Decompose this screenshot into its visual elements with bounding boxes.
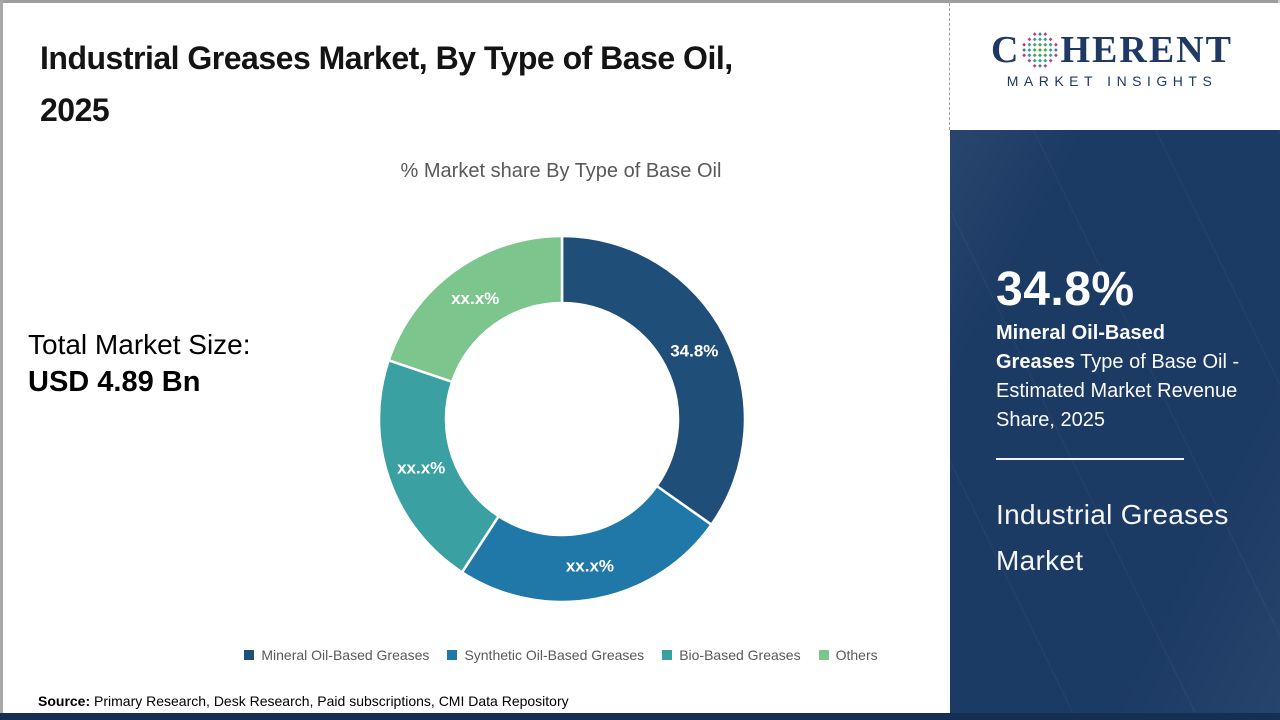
- slice-label-4: xx.x%: [451, 289, 499, 308]
- total-market-size-label: Total Market Size:: [28, 329, 251, 360]
- legend-label: Others: [835, 647, 878, 663]
- brand-letter-c: C: [991, 29, 1021, 71]
- panel-divider: [996, 458, 1184, 460]
- brand-wordmark: C HERENT: [962, 30, 1262, 70]
- source-text: Primary Research, Desk Research, Paid su…: [90, 693, 569, 709]
- donut-segment-1: [560, 234, 747, 526]
- source-line: Source: Primary Research, Desk Research,…: [38, 693, 569, 709]
- legend-swatch-icon: [244, 650, 255, 660]
- legend-swatch-icon: [447, 650, 458, 660]
- legend-label: Bio-Based Greases: [679, 647, 801, 663]
- legend-label: Mineral Oil-Based Greases: [261, 647, 430, 663]
- stat-description-bold: Mineral Oil-Based Greases: [996, 322, 1165, 373]
- legend-item-3: Bio-Based Greases: [662, 647, 801, 663]
- chart-legend: Mineral Oil-Based Greases Synthetic Oil-B…: [61, 647, 1061, 663]
- donut-segment-4: [387, 234, 564, 384]
- source-label: Source:: [38, 693, 91, 709]
- legend-item-4: Others: [818, 647, 878, 663]
- top-border: [0, 0, 1280, 3]
- page-title-line1: Industrial Greases Market, By Type of Ba…: [40, 40, 733, 76]
- slice-label-3: xx.x%: [397, 459, 445, 478]
- page-title-line2: 2025: [40, 92, 110, 128]
- legend-item-2: Synthetic Oil-Based Greases: [447, 647, 644, 663]
- stat-value: 34.8%: [996, 263, 1135, 316]
- brand-tagline: MARKET INSIGHTS: [1006, 73, 1218, 89]
- total-market-size: Total Market Size: USD 4.89 Bn: [28, 326, 251, 401]
- logo-area: C HERENT MARKET INSIGHTS: [949, 3, 1280, 130]
- page-title: Industrial Greases Market, By Type of Ba…: [40, 32, 930, 136]
- donut-chart: 34.8% xx.x% xx.x% xx.x%: [377, 234, 747, 604]
- legend-swatch-icon: [662, 650, 673, 660]
- stat-description: Mineral Oil-Based Greases Type of Base O…: [996, 319, 1240, 435]
- side-panel: 34.8% Mineral Oil-Based Greases Type of …: [950, 130, 1280, 713]
- brand-logo: C HERENT MARKET INSIGHTS: [962, 30, 1262, 89]
- market-name: Industrial Greases Market: [996, 499, 1229, 576]
- left-border: [0, 0, 3, 720]
- stat-description-rest: Type of Base Oil - Estimated Market Reve…: [996, 351, 1240, 431]
- total-market-size-value: USD 4.89 Bn: [28, 366, 201, 398]
- brand-letters-herent: HERENT: [1060, 29, 1233, 71]
- slice-label-1: 34.8%: [670, 342, 718, 361]
- slice-label-2: xx.x%: [566, 556, 614, 575]
- donut-segment-2: [460, 484, 713, 604]
- legend-label: Synthetic Oil-Based Greases: [464, 647, 645, 663]
- bottom-bar: [0, 713, 1280, 720]
- chart-subtitle: % Market share By Type of Base Oil: [400, 160, 722, 182]
- legend-swatch-icon: [818, 650, 829, 660]
- legend-item-1: Mineral Oil-Based Greases: [244, 647, 429, 663]
- dotted-globe-icon: [1022, 32, 1059, 68]
